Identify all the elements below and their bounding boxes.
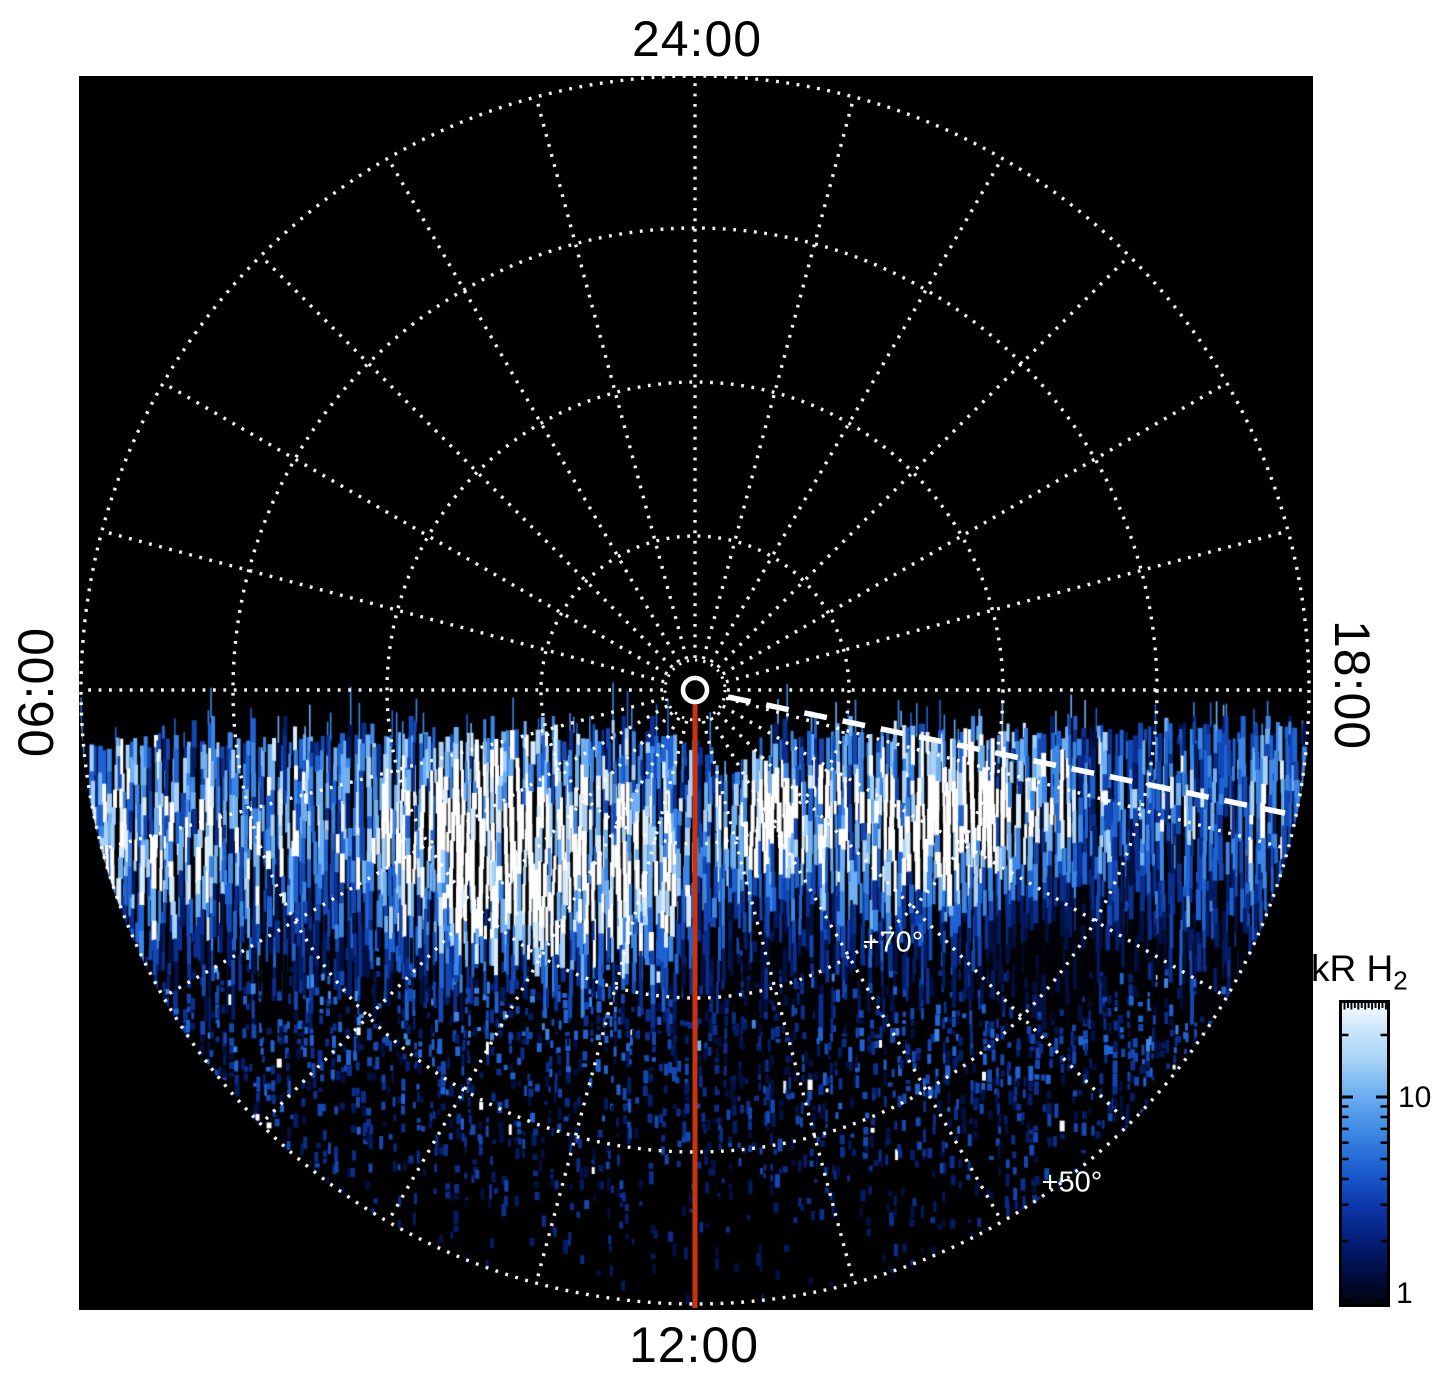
polar-grid-overlay — [79, 76, 1311, 1308]
mlt-label-1200: 12:00 — [628, 1317, 760, 1373]
latitude-label-70: +70° — [862, 926, 924, 959]
colorbar-tick-label-1: 1 — [1396, 1277, 1413, 1310]
colorbar-title-sub: 2 — [1393, 965, 1408, 996]
latitude-label-50: +50° — [1041, 1166, 1103, 1199]
mlt-label-1800: 18:00 — [1324, 619, 1380, 751]
colorbar-title-base: kR H — [1311, 948, 1394, 989]
colorbar-title: kR H2 — [1311, 948, 1408, 993]
colorbar-tick-label-10: 10 — [1398, 1081, 1432, 1114]
polar-plot-area: +70° +50° — [79, 76, 1313, 1310]
colorbar — [1339, 1000, 1390, 1307]
mlt-label-2400: 24:00 — [631, 11, 763, 67]
colorbar-ticks — [1342, 1003, 1387, 1303]
mlt-label-0600: 06:00 — [8, 626, 64, 758]
